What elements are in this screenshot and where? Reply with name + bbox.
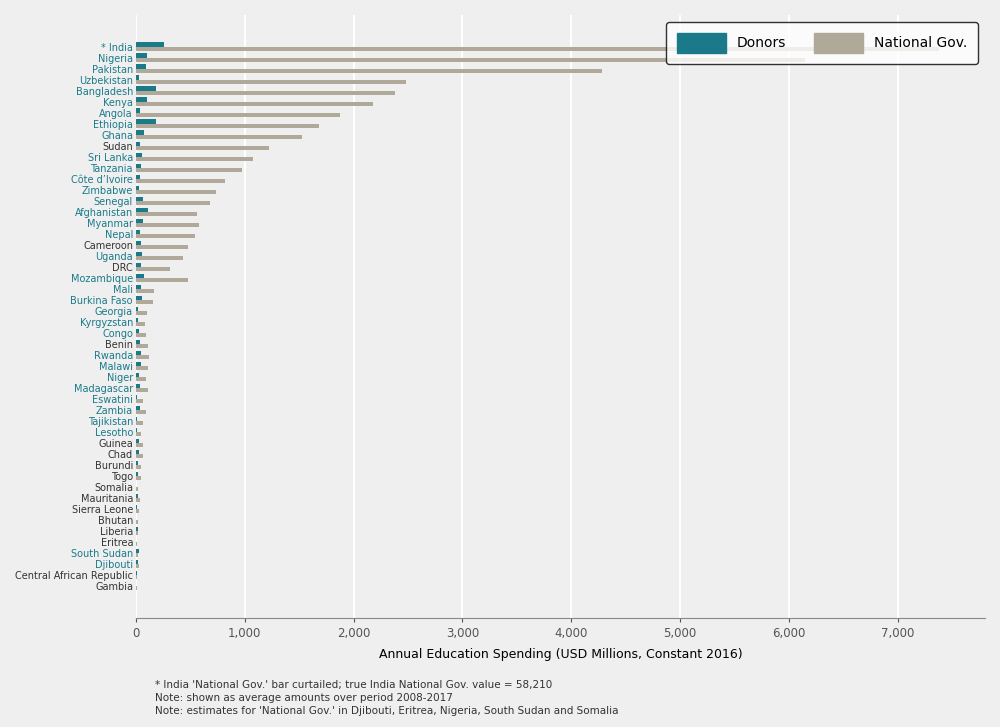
Bar [136, 406, 140, 410]
Bar [136, 520, 138, 524]
Bar [136, 65, 146, 68]
Bar [136, 531, 138, 535]
Bar [136, 130, 144, 134]
Bar [136, 439, 139, 443]
Bar [136, 185, 139, 190]
Bar [136, 262, 141, 267]
Bar [136, 278, 188, 282]
Bar [136, 300, 153, 304]
Bar [136, 417, 137, 421]
Bar [136, 509, 139, 513]
Bar [136, 153, 142, 157]
Bar [136, 47, 939, 51]
Bar [136, 80, 406, 84]
Bar [136, 340, 140, 344]
Bar [136, 505, 137, 509]
Bar [136, 575, 137, 579]
Bar [136, 201, 210, 205]
Bar [136, 87, 156, 91]
Bar [136, 476, 141, 481]
Bar [136, 245, 188, 249]
Bar [136, 366, 148, 370]
Bar [136, 384, 140, 388]
Bar [136, 377, 146, 381]
Bar [136, 164, 141, 168]
Bar [136, 174, 140, 179]
Bar [136, 443, 143, 447]
Bar [136, 461, 138, 465]
Bar [136, 296, 142, 300]
Bar [136, 329, 139, 333]
Bar [136, 318, 138, 322]
Bar [136, 91, 395, 95]
Bar [136, 289, 154, 293]
Bar [136, 494, 138, 498]
Bar [136, 222, 199, 227]
Bar [136, 134, 302, 139]
Bar [136, 142, 140, 145]
Bar [136, 219, 143, 222]
Bar [136, 322, 145, 326]
Bar [136, 549, 139, 553]
Bar [136, 241, 141, 245]
Bar [136, 42, 164, 47]
Bar [136, 267, 170, 271]
Bar [136, 350, 141, 355]
Bar [136, 355, 149, 359]
Bar [136, 113, 340, 117]
Bar [136, 465, 141, 469]
Bar [136, 498, 140, 502]
Bar [136, 102, 373, 106]
Bar [136, 208, 148, 212]
Bar [136, 388, 148, 392]
Bar [136, 307, 138, 311]
Bar [136, 252, 142, 256]
Bar [136, 421, 143, 425]
Bar [136, 344, 148, 348]
Bar [136, 196, 143, 201]
Bar [136, 454, 143, 458]
Bar [136, 124, 319, 128]
Text: * India 'National Gov.' bar curtailed; true India National Gov. value = 58,210: * India 'National Gov.' bar curtailed; t… [155, 680, 552, 690]
Bar [136, 395, 137, 399]
Bar [136, 157, 253, 161]
Bar [136, 119, 156, 124]
Bar [136, 273, 144, 278]
Bar [136, 432, 141, 436]
Bar [136, 311, 147, 315]
Bar [136, 256, 183, 260]
Bar [136, 527, 138, 531]
Bar [136, 553, 138, 558]
Bar [136, 190, 216, 194]
Bar [136, 450, 139, 454]
Bar [136, 472, 138, 476]
Bar [136, 68, 602, 73]
Bar [136, 564, 139, 569]
Bar [136, 487, 138, 491]
Bar [136, 179, 225, 183]
Bar [136, 373, 139, 377]
Bar [136, 97, 147, 102]
Bar [136, 234, 195, 238]
Bar [136, 560, 138, 564]
X-axis label: Annual Education Spending (USD Millions, Constant 2016): Annual Education Spending (USD Millions,… [379, 648, 742, 661]
Bar [136, 333, 146, 337]
Bar [136, 145, 269, 150]
Bar [136, 76, 139, 80]
Bar [136, 168, 242, 172]
Bar [136, 230, 140, 234]
Bar [136, 57, 805, 62]
Text: Note: estimates for 'National Gov.' in Djibouti, Eritrea, Nigeria, South Sudan a: Note: estimates for 'National Gov.' in D… [155, 706, 618, 716]
Bar [136, 53, 147, 57]
Bar [136, 108, 140, 113]
Bar [136, 410, 146, 414]
Bar [136, 212, 197, 216]
Bar [136, 285, 141, 289]
Legend: Donors, National Gov.: Donors, National Gov. [666, 22, 978, 64]
Bar [136, 362, 141, 366]
Text: Note: shown as average amounts over period 2008-2017: Note: shown as average amounts over peri… [155, 693, 453, 703]
Bar [136, 399, 143, 403]
